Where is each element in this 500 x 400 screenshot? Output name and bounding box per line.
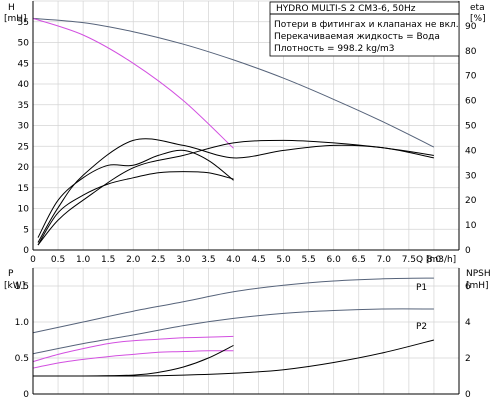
x-tick: 1.5 (101, 255, 115, 265)
x-tick: 7.5 (402, 255, 416, 265)
series-line-top-3 (37, 171, 234, 246)
info-line-1: Потери в фитингах и клапанах не вкл. (274, 20, 459, 30)
y-right-label-top-1: eta (470, 3, 485, 13)
x-tick: 2.5 (151, 255, 165, 265)
x-tick: 7.0 (377, 255, 392, 265)
y-left-label-top-1: H (8, 3, 15, 13)
info-box (269, 1, 460, 57)
x-tick: 3.0 (176, 255, 191, 265)
x-tick: 4.0 (226, 255, 241, 265)
x-tick: 6.5 (352, 255, 366, 265)
y-right-tick: 80 (465, 47, 477, 57)
x-tick: 5.0 (276, 255, 291, 265)
x-tick: 8.0 (427, 255, 442, 265)
y-left-tick: 5 (23, 225, 29, 235)
x-tick: 6.0 (327, 255, 342, 265)
y-right-tick: 90 (465, 22, 477, 32)
series-line-top-1 (32, 17, 234, 149)
y-left-label-bottom-2: [kW] (4, 281, 25, 291)
x-tick: 5.5 (301, 255, 315, 265)
y-left-tick: 15 (18, 184, 29, 194)
y-left-tick: 30 (18, 122, 30, 132)
y-left-tick: 50 (18, 39, 30, 49)
chart-title: HYDRO MULTI-S 2 CM3-6, 50Hz (276, 4, 416, 14)
x-axis-label: Q [m3/h] (416, 255, 456, 265)
y-right-tick: 50 (465, 122, 477, 132)
series-line-bottom-2 (32, 335, 234, 363)
y-right-tick: 0 (465, 246, 471, 256)
y-right-tick: 60 (465, 97, 477, 107)
y-right-tick: 40 (465, 146, 477, 156)
info-line-2: Перекачиваемая жидкость = Вода (274, 32, 440, 42)
y-left-tick: 45 (18, 59, 29, 69)
y-right-tick: 70 (465, 72, 477, 82)
series-layer (32, 17, 435, 377)
y-right-label-top-2: [%] (470, 14, 486, 24)
x-tick: 0.5 (51, 255, 65, 265)
series-line-top-4 (37, 138, 435, 243)
series-line-bottom-1 (32, 308, 434, 355)
info-line-3: Плотность = 998.2 kg/m3 (274, 44, 395, 54)
series-line-top-0 (32, 17, 435, 148)
y-right-tick: 4 (465, 318, 471, 328)
series-line-bottom-3 (32, 350, 234, 369)
series-line-bottom-0 (32, 277, 434, 334)
x-tick: 1.0 (76, 255, 91, 265)
y-left-tick: 1.5 (15, 282, 29, 292)
y-left-label-top-2: [mH] (4, 14, 27, 24)
y-right-tick: 20 (465, 196, 477, 206)
x-tick: 3.5 (201, 255, 215, 265)
y-left-tick: 0 (23, 246, 29, 256)
x-tick: 2.0 (126, 255, 141, 265)
x-tick: 4.5 (251, 255, 265, 265)
series-label-p1: P1 (416, 283, 427, 293)
y-left-label-bottom-1: P (8, 269, 14, 279)
y-right-tick: 10 (465, 221, 477, 231)
series-label-p2: P2 (416, 322, 427, 332)
y-right-label-bottom-2: [mH] (466, 281, 489, 291)
y-left-tick: 10 (18, 205, 30, 215)
y-left-tick: 0 (23, 390, 29, 400)
y-left-tick: 40 (18, 80, 30, 90)
series-line-top-5 (37, 139, 434, 246)
grid-layer (32, 0, 460, 395)
series-line-top-2 (37, 149, 234, 238)
y-right-tick: 30 (465, 171, 477, 181)
y-left-tick: 35 (18, 101, 29, 111)
y-right-tick: 6 (465, 282, 471, 292)
x-tick: 0 (30, 255, 36, 265)
y-left-tick: 0.5 (15, 354, 29, 364)
y-left-tick: 1.0 (15, 318, 30, 328)
y-right-label-bottom-1: NPSH (466, 269, 491, 279)
y-left-tick: 25 (18, 142, 29, 152)
y-right-tick: 0 (465, 390, 471, 400)
y-right-tick: 2 (465, 354, 471, 364)
y-left-tick: 20 (18, 163, 30, 173)
series-line-bottom-5 (32, 344, 234, 377)
y-left-tick: 55 (18, 18, 29, 28)
axis-layer: 0510152025303540455055010203040506070809… (15, 1, 477, 400)
